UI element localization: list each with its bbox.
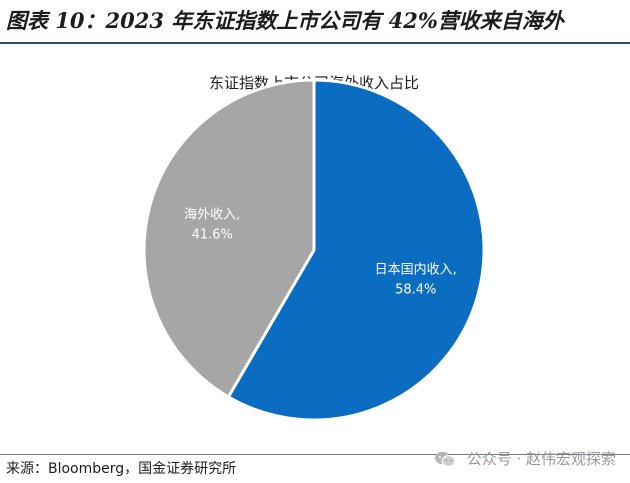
- wechat-icon: [434, 451, 456, 467]
- pie-slices: [142, 78, 486, 422]
- watermark: 公众号 · 赵伟宏观探索: [434, 448, 616, 470]
- slice-label-1: 海外收入, 41.6%: [184, 208, 240, 243]
- footer-divider: [0, 454, 630, 455]
- slice-label-0: 日本国内收入, 58.4%: [375, 261, 457, 297]
- pie-slice-0: [226, 78, 486, 422]
- watermark-text: 公众号 · 赵伟宏观探索: [466, 450, 616, 468]
- pie-slice-1: [142, 78, 316, 399]
- figure-title: 图表 10：2023 年东证指数上市公司有 42%营收来自海外: [6, 8, 564, 33]
- title-divider: [0, 42, 630, 44]
- pie-chart: 东证指数上市公司海外收入占比 日本国内收入,58.4%海外收入,41.6%: [142, 74, 486, 422]
- source-note: 来源：Bloomberg，国金证券研究所: [6, 461, 237, 477]
- pie-labels: 日本国内收入, 58.4% 海外收入, 41.6%: [184, 208, 457, 298]
